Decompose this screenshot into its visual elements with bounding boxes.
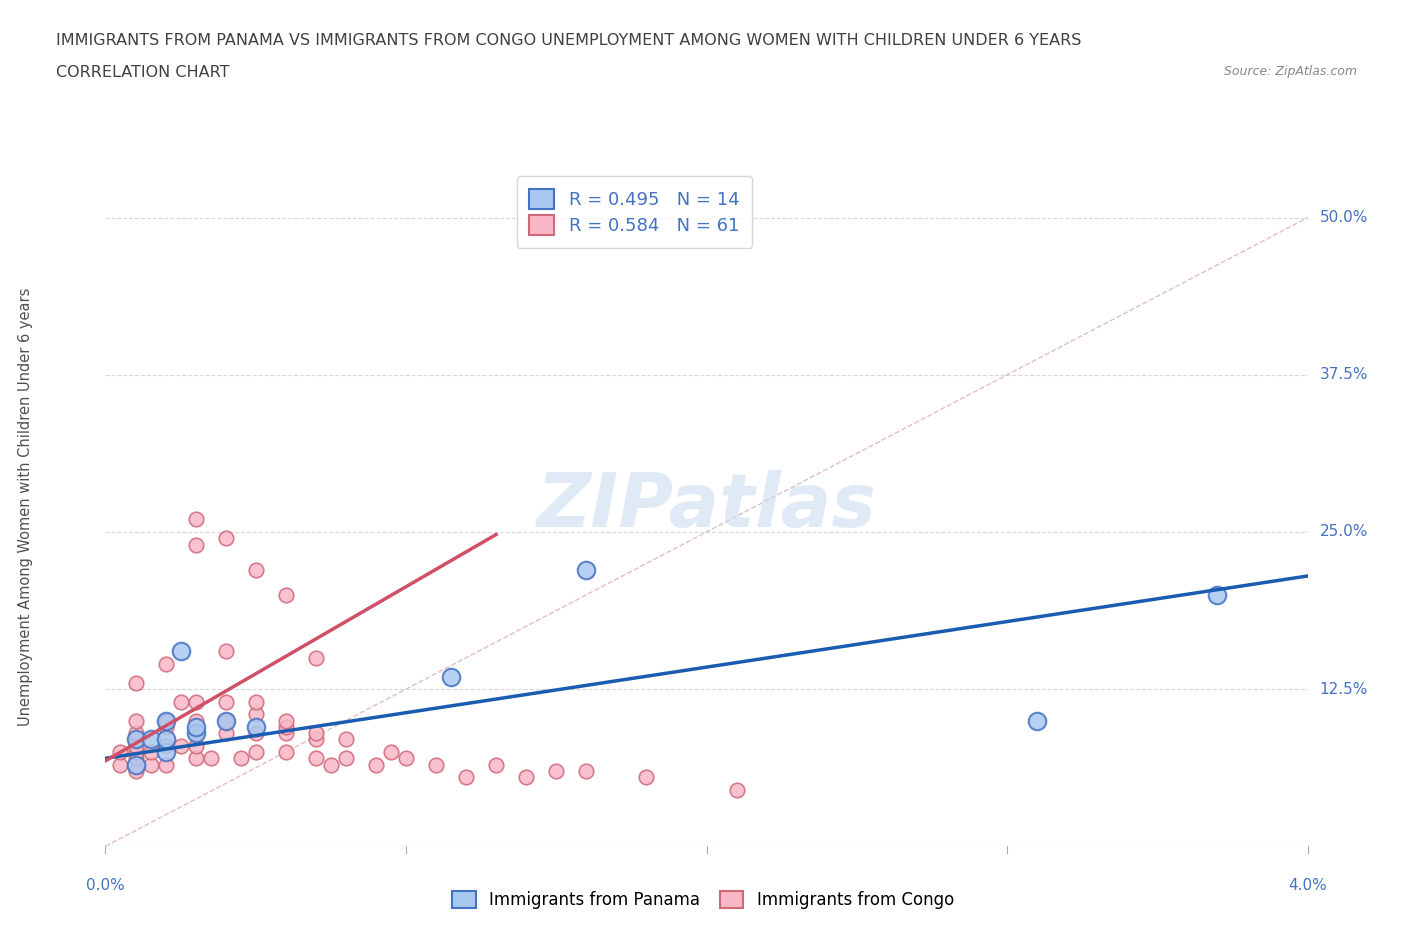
Point <box>425 757 447 772</box>
Point <box>305 725 328 740</box>
Point <box>454 770 477 785</box>
Point <box>546 764 568 778</box>
Text: IMMIGRANTS FROM PANAMA VS IMMIGRANTS FROM CONGO UNEMPLOYMENT AMONG WOMEN WITH CH: IMMIGRANTS FROM PANAMA VS IMMIGRANTS FRO… <box>56 33 1081 47</box>
Point <box>214 713 236 728</box>
Text: 50.0%: 50.0% <box>1320 210 1368 225</box>
Point <box>364 757 387 772</box>
Legend: R = 0.495   N = 14, R = 0.584   N = 61: R = 0.495 N = 14, R = 0.584 N = 61 <box>516 177 752 247</box>
Point <box>1026 713 1049 728</box>
Point <box>245 695 267 710</box>
Point <box>274 745 297 760</box>
Point <box>184 720 207 735</box>
Point <box>169 695 191 710</box>
Text: 4.0%: 4.0% <box>1288 878 1327 893</box>
Point <box>395 751 418 765</box>
Point <box>214 644 236 658</box>
Point <box>155 657 177 671</box>
Point <box>124 757 146 772</box>
Text: ZIPatlas: ZIPatlas <box>537 471 876 543</box>
Point <box>214 531 236 546</box>
Point <box>245 720 267 735</box>
Point <box>214 713 236 728</box>
Text: CORRELATION CHART: CORRELATION CHART <box>56 65 229 80</box>
Point <box>725 782 748 797</box>
Point <box>319 757 342 772</box>
Point <box>1206 588 1229 603</box>
Point <box>169 644 191 658</box>
Point <box>110 745 132 760</box>
Point <box>335 751 357 765</box>
Point <box>155 732 177 747</box>
Point <box>440 670 463 684</box>
Point <box>184 512 207 527</box>
Point <box>155 720 177 735</box>
Point <box>155 713 177 728</box>
Point <box>380 745 402 760</box>
Point <box>229 751 252 765</box>
Point <box>139 732 162 747</box>
Point <box>184 725 207 740</box>
Point <box>214 695 236 710</box>
Point <box>110 757 132 772</box>
Point <box>124 732 146 747</box>
Text: 25.0%: 25.0% <box>1320 525 1368 539</box>
Point <box>124 713 146 728</box>
Point <box>124 732 146 747</box>
Point <box>245 563 267 578</box>
Point <box>274 588 297 603</box>
Point <box>305 650 328 665</box>
Point <box>485 757 508 772</box>
Point <box>124 675 146 690</box>
Point <box>124 725 146 740</box>
Text: Source: ZipAtlas.com: Source: ZipAtlas.com <box>1223 65 1357 78</box>
Point <box>575 563 598 578</box>
Point <box>155 713 177 728</box>
Point <box>124 745 146 760</box>
Point <box>184 695 207 710</box>
Point <box>274 720 297 735</box>
Point <box>124 764 146 778</box>
Point <box>245 725 267 740</box>
Point <box>184 538 207 552</box>
Point <box>124 751 146 765</box>
Point <box>305 751 328 765</box>
Point <box>575 764 598 778</box>
Point <box>214 725 236 740</box>
Point <box>139 745 162 760</box>
Point <box>636 770 658 785</box>
Point <box>155 757 177 772</box>
Point <box>515 770 537 785</box>
Point <box>184 713 207 728</box>
Point <box>169 738 191 753</box>
Point <box>200 751 222 765</box>
Point <box>139 757 162 772</box>
Point <box>155 745 177 760</box>
Point <box>305 732 328 747</box>
Point <box>245 707 267 722</box>
Point <box>184 725 207 740</box>
Point <box>124 738 146 753</box>
Point <box>274 713 297 728</box>
Point <box>245 745 267 760</box>
Point <box>274 725 297 740</box>
Point <box>184 738 207 753</box>
Point <box>155 738 177 753</box>
Text: 37.5%: 37.5% <box>1320 367 1368 382</box>
Legend: Immigrants from Panama, Immigrants from Congo: Immigrants from Panama, Immigrants from … <box>444 883 962 917</box>
Text: 0.0%: 0.0% <box>86 878 125 893</box>
Point <box>184 751 207 765</box>
Text: Unemployment Among Women with Children Under 6 years: Unemployment Among Women with Children U… <box>18 287 32 726</box>
Point <box>335 732 357 747</box>
Text: 12.5%: 12.5% <box>1320 682 1368 697</box>
